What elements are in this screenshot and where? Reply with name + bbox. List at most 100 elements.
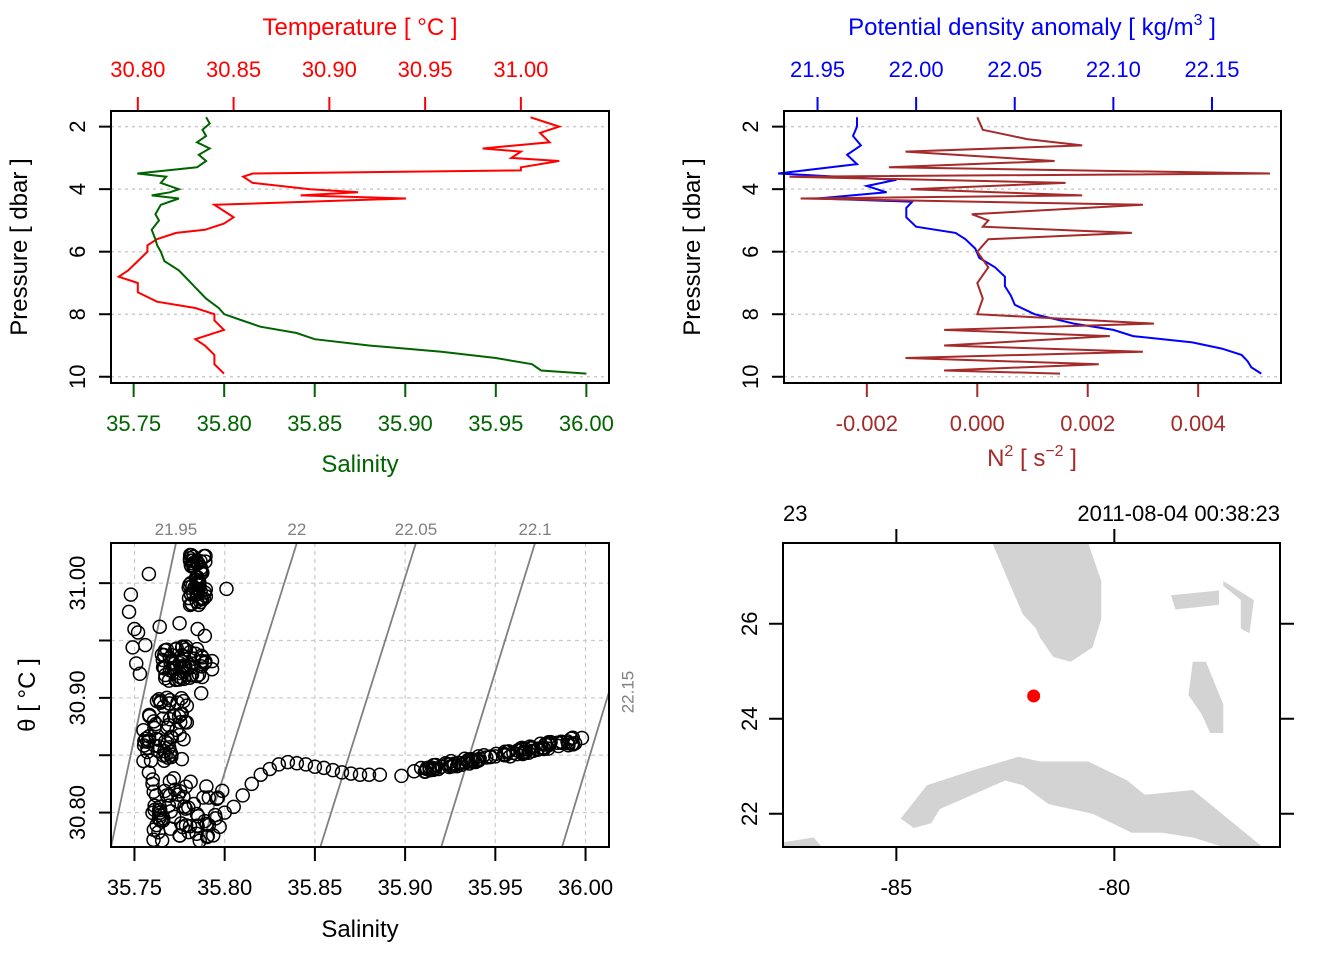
ts-diagram-panel: 35.75 35.80 35.85 35.90 35.95 36.00 30.80 30.90… bbox=[14, 520, 637, 943]
y-axis-label: Pressure [ dbar ] bbox=[679, 158, 706, 335]
location-map-panel: -85 -80 22 24 26 23 2011-08-04 00:38:23 bbox=[737, 501, 1294, 900]
data-point bbox=[442, 759, 457, 775]
data-point bbox=[163, 744, 178, 760]
data-point bbox=[136, 753, 151, 769]
data-point bbox=[196, 790, 211, 805]
data-point bbox=[157, 647, 172, 663]
data-point bbox=[172, 655, 187, 671]
land-polygon bbox=[1171, 590, 1219, 610]
data-point bbox=[194, 653, 210, 669]
x-tick-label: -80 bbox=[1098, 875, 1130, 900]
x-axis-label: Salinity bbox=[321, 916, 398, 943]
data-point bbox=[253, 767, 269, 782]
x-tick-label: 35.80 bbox=[197, 875, 252, 900]
plot-frame bbox=[110, 542, 610, 848]
data-point bbox=[307, 759, 323, 774]
data-point bbox=[149, 693, 165, 709]
data-point bbox=[138, 637, 153, 653]
y-tick-label: 8 bbox=[738, 308, 763, 320]
y-tick-label: 4 bbox=[65, 183, 90, 195]
bottom-axis-label: Salinity bbox=[321, 451, 398, 478]
station-label: 23 bbox=[783, 501, 807, 526]
ts-profile-panel: 2 4 6 8 10 Pressure [ dbar ] 30.80 30.85 30.90 30… bbox=[6, 14, 614, 478]
data-point bbox=[155, 711, 171, 726]
data-point bbox=[513, 741, 529, 756]
x-tick-label: 35.85 bbox=[287, 875, 342, 900]
data-point bbox=[162, 774, 178, 789]
data-point bbox=[175, 639, 190, 654]
isopycnal-label: 22.15 bbox=[618, 671, 637, 714]
bottom-tick-label: 0.000 bbox=[950, 411, 1005, 436]
data-point bbox=[127, 621, 142, 637]
plot-frame bbox=[782, 542, 1281, 848]
data-point bbox=[146, 822, 162, 837]
data-point bbox=[244, 776, 259, 792]
data-point bbox=[197, 585, 213, 600]
bottom-tick-label: 36.00 bbox=[559, 411, 614, 436]
data-point bbox=[325, 762, 341, 778]
x-tick-label: 36.00 bbox=[558, 875, 613, 900]
data-point bbox=[179, 698, 195, 714]
station-marker bbox=[1027, 689, 1041, 703]
data-point bbox=[343, 766, 359, 781]
data-point bbox=[136, 738, 152, 753]
top-tick-label: 21.95 bbox=[790, 57, 845, 82]
data-point bbox=[194, 669, 210, 685]
data-point bbox=[210, 790, 226, 805]
data-point bbox=[168, 642, 183, 657]
data-point bbox=[190, 621, 205, 637]
data-point bbox=[166, 709, 182, 724]
data-point bbox=[147, 720, 162, 736]
isopycnal-label: 22 bbox=[287, 520, 306, 539]
data-point bbox=[207, 807, 223, 823]
bottom-tick-label: 0.002 bbox=[1060, 411, 1115, 436]
data-point bbox=[174, 654, 190, 669]
data-point bbox=[151, 692, 167, 707]
data-point bbox=[271, 757, 287, 772]
land-polygon bbox=[992, 543, 1102, 662]
top-tick-label: 22.10 bbox=[1086, 57, 1141, 82]
top-tick-label: 22.15 bbox=[1184, 57, 1239, 82]
y-tick-label: 24 bbox=[737, 707, 762, 731]
isopycnal-line bbox=[440, 543, 536, 847]
data-point bbox=[235, 788, 250, 803]
top-tick-label: 31.00 bbox=[493, 57, 548, 82]
data-point bbox=[193, 553, 208, 569]
data-point bbox=[502, 749, 518, 764]
data-point bbox=[200, 828, 216, 844]
data-point bbox=[146, 784, 161, 799]
series-line-n2 bbox=[789, 116, 1271, 375]
data-point bbox=[565, 730, 581, 745]
station-time: 2011-08-04 00:38:23 bbox=[1077, 501, 1280, 526]
data-point bbox=[161, 798, 177, 813]
top-axis-label: Potential density anomaly [ kg/m3 ] bbox=[848, 12, 1216, 41]
data-point bbox=[125, 640, 140, 655]
data-point bbox=[196, 591, 212, 606]
data-point bbox=[121, 604, 137, 620]
data-point bbox=[191, 555, 206, 571]
data-point bbox=[166, 771, 182, 786]
data-point bbox=[541, 741, 556, 756]
y-tick-label: 30.80 bbox=[65, 785, 90, 840]
data-point bbox=[174, 706, 189, 721]
data-point bbox=[316, 760, 332, 776]
data-point bbox=[189, 826, 204, 841]
y-tick-label: 2 bbox=[738, 121, 763, 133]
data-point bbox=[192, 833, 207, 847]
data-point bbox=[176, 731, 191, 747]
isopycnal-label: 22.1 bbox=[518, 520, 551, 539]
data-point bbox=[439, 756, 455, 772]
data-point bbox=[471, 753, 487, 768]
bottom-axis-label: N2 [ s−2 ] bbox=[987, 443, 1077, 472]
data-point bbox=[162, 788, 178, 803]
y-tick-label: 6 bbox=[65, 246, 90, 258]
data-point bbox=[289, 756, 305, 771]
data-point bbox=[334, 765, 350, 780]
top-axis-label: Temperature [ °C ] bbox=[263, 14, 458, 41]
data-point bbox=[145, 805, 160, 821]
top-tick-label: 22.05 bbox=[987, 57, 1042, 82]
data-point bbox=[280, 754, 296, 770]
plot-frame bbox=[110, 110, 610, 384]
x-tick-label: 35.95 bbox=[468, 875, 523, 900]
